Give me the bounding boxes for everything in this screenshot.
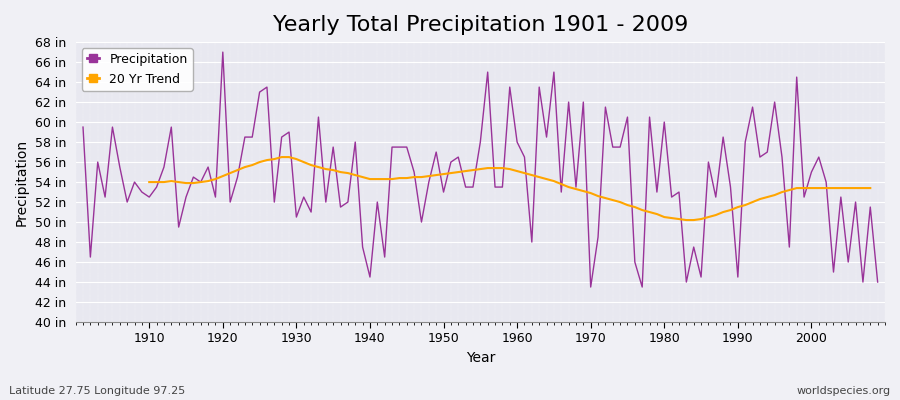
Legend: Precipitation, 20 Yr Trend: Precipitation, 20 Yr Trend [82, 48, 193, 91]
Title: Yearly Total Precipitation 1901 - 2009: Yearly Total Precipitation 1901 - 2009 [273, 15, 688, 35]
Text: Latitude 27.75 Longitude 97.25: Latitude 27.75 Longitude 97.25 [9, 386, 185, 396]
Y-axis label: Precipitation: Precipitation [15, 138, 29, 226]
X-axis label: Year: Year [465, 351, 495, 365]
Text: worldspecies.org: worldspecies.org [796, 386, 891, 396]
